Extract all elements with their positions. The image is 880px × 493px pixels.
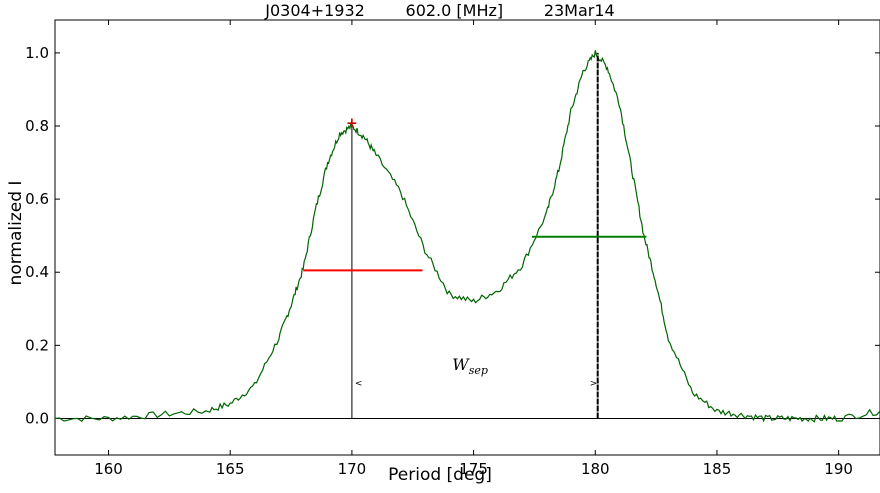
x-tick-label: 190 [824,460,853,478]
x-tick-label: 185 [703,460,732,478]
title-source: J0304+1932 [265,1,365,20]
x-tick-label: 170 [338,460,367,478]
y-tick-label: 0.8 [25,117,49,135]
chart-title: J0304+1932 602.0 [MHz] 23Mar14 [0,1,880,20]
x-tick-label: 175 [459,460,488,478]
x-tick-label: 165 [216,460,245,478]
x-axis-label: Period [deg] [388,465,492,485]
y-tick-label: 1.0 [25,44,49,62]
y-tick-label: 0.0 [25,409,49,427]
peak1-marker: + [346,115,358,131]
wsep-annotation: Wsep [452,354,488,377]
y-tick-label: 0.4 [25,263,49,281]
y-axis-label: normalized I [6,180,26,286]
title-frequency: 602.0 [MHz] [405,1,504,20]
wsep-arrow-left: < [355,379,363,389]
profile-line [54,50,880,423]
y-tick-label: 0.2 [25,336,49,354]
x-tick-label: 180 [581,460,610,478]
title-date: 23Mar14 [543,1,615,20]
y-tick-label: 0.6 [25,190,49,208]
plot-frame [54,19,880,456]
x-tick-label: 160 [94,460,123,478]
wsep-arrow-right: > [590,379,598,389]
